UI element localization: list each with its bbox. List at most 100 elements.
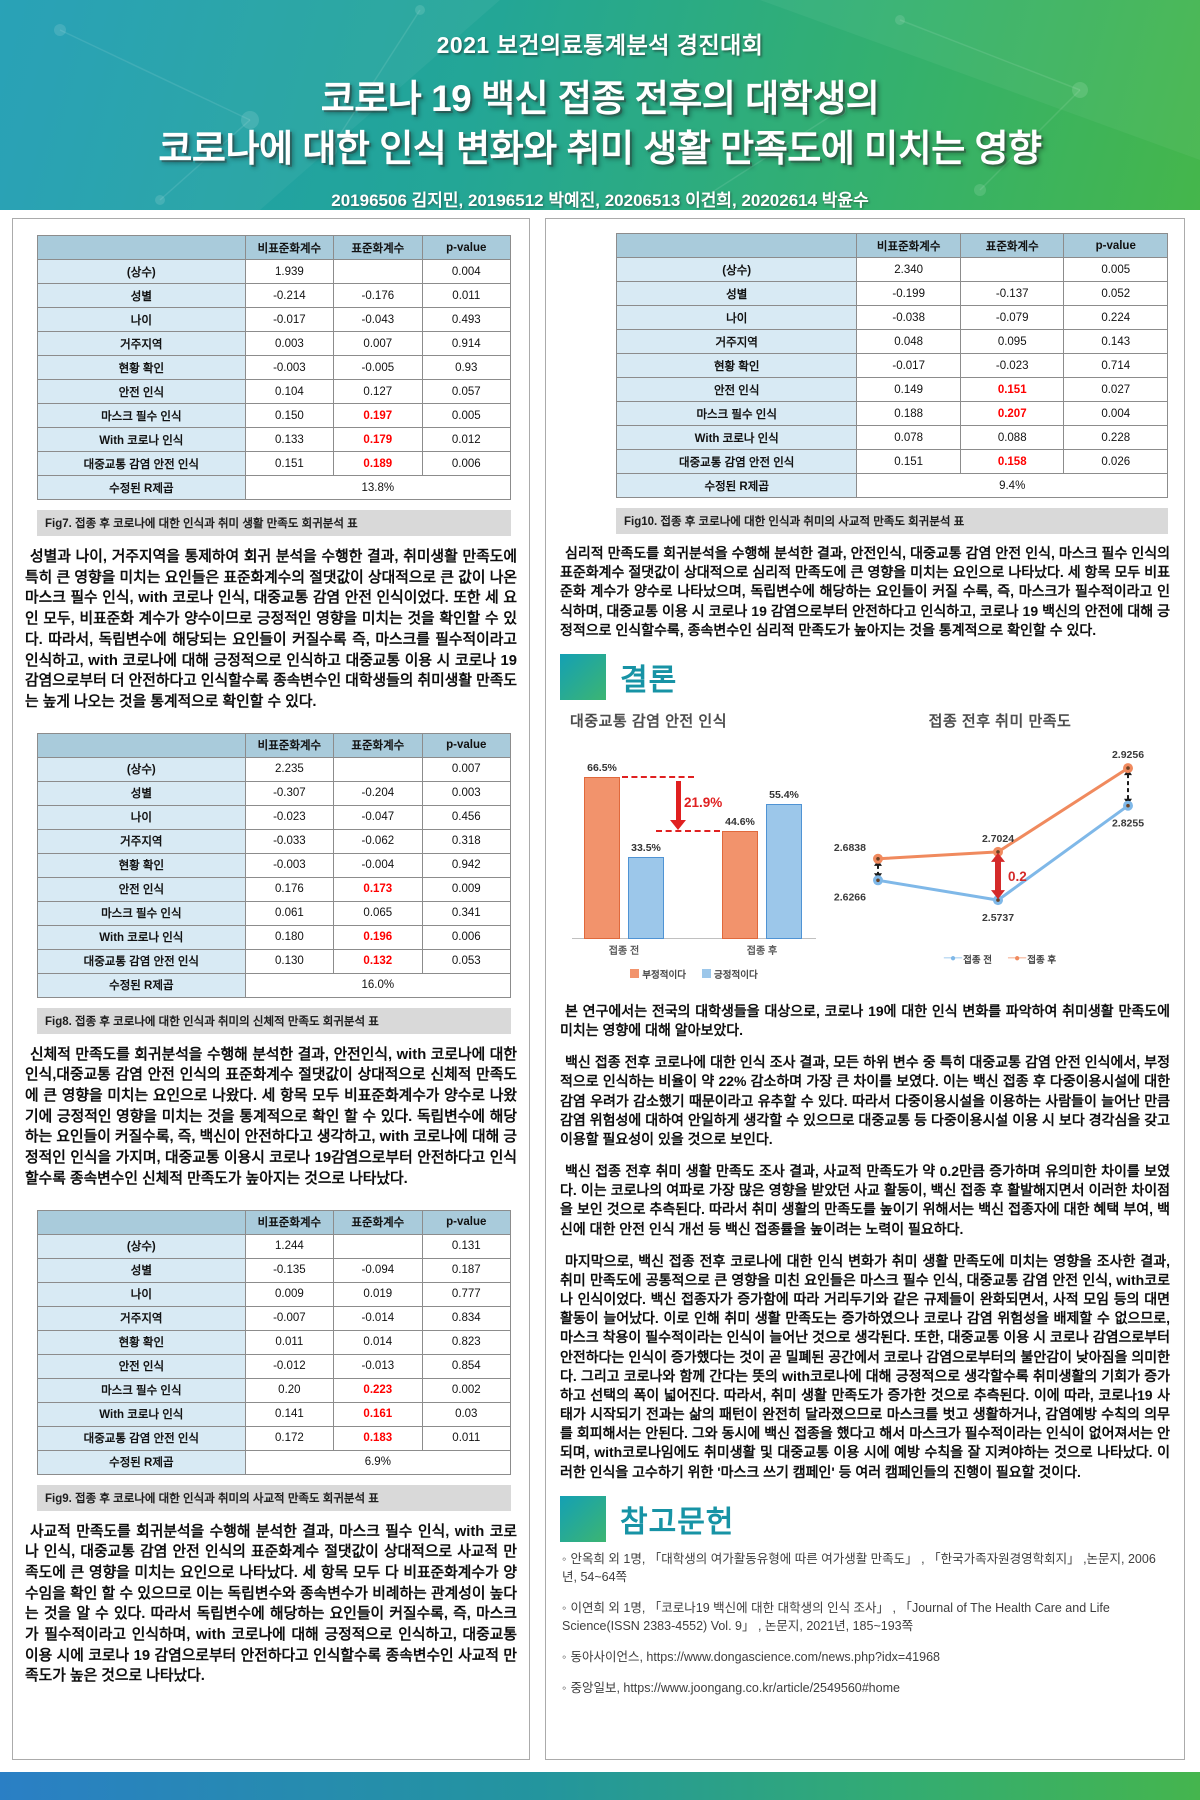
row-label: 성별	[37, 1257, 246, 1283]
bar-chart-title: 대중교통 감염 안전 인식	[570, 712, 728, 730]
std-coef-cell: -0.137	[959, 281, 1065, 306]
std-coef-cell: 0.223	[333, 1377, 423, 1403]
table-row: 마스크 필수 인식 0.150 0.197 0.005	[37, 403, 512, 428]
p-value-cell: 0.009	[421, 876, 512, 902]
table-row: With 코로나 인식 0.141 0.161 0.03	[37, 1401, 512, 1427]
dashed-guide-top	[622, 776, 694, 779]
table-row: 나이 -0.038 -0.079 0.224	[615, 305, 1168, 330]
regression-table: 비표준화계수 표준화계수 p-value (상수) 2.235 0.007 성별 -0.307…	[37, 732, 512, 998]
r-squared-label: 수정된 R제곱	[37, 972, 246, 998]
p-value-cell: 0.834	[421, 1305, 512, 1331]
row-label: 현황 확인	[37, 355, 246, 380]
column-header: p-value	[421, 732, 512, 758]
corner-cell	[37, 235, 246, 260]
section-bullet-icon	[560, 1495, 606, 1542]
p-value-cell: 0.228	[1063, 425, 1168, 450]
fig9-caption: Fig9. 접종 후 코로나에 대한 인식과 취미의 사교적 만족도 회귀분석 …	[37, 1484, 511, 1511]
table-row: With 코로나 인식 0.133 0.179 0.012	[37, 427, 512, 452]
bar-긍정적이다-접종 전	[628, 857, 664, 939]
table-row: 안전 인식 0.104 0.127 0.057	[37, 379, 512, 404]
p-value-cell: 0.341	[421, 900, 512, 926]
row-label: 안전 인식	[615, 377, 858, 402]
table-row: 대중교통 감염 안전 인식 0.151 0.158 0.026	[615, 449, 1168, 474]
fig10-table-wrap: 비표준화계수 표준화계수 p-value (상수) 2.340 0.005 성별 -0.199…	[615, 233, 1168, 498]
p-value-cell: 0.777	[421, 1281, 512, 1307]
table-row: 성별 -0.199 -0.137 0.052	[615, 281, 1168, 306]
legend-label: 접종 후	[1027, 954, 1057, 966]
std-coef-cell: 0.007	[333, 331, 423, 356]
legend-label: 접종 전	[963, 954, 992, 966]
std-coef-cell: -0.062	[333, 828, 423, 854]
bar-chart-plot: 66.5% 33.5% 접종 전 44.6% 55.4% 접종 후 21.9%	[572, 733, 822, 965]
table-row: (상수) 2.340 0.005	[615, 257, 1168, 282]
std-coef-cell: 0.183	[333, 1425, 423, 1451]
unstd-coef-cell: -0.199	[856, 281, 961, 306]
unstd-coef-cell: -0.017	[244, 307, 335, 332]
bar-value-label: 66.5%	[587, 762, 617, 775]
unstd-coef-cell: -0.214	[244, 283, 335, 308]
conclusion-paragraph: 백신 접종 전후 코로나에 대한 인식 조사 결과, 모든 하위 변수 중 특히…	[560, 1054, 1170, 1147]
unstd-coef-cell: -0.023	[244, 804, 335, 830]
dashed-guide-bottom	[656, 829, 720, 832]
column-header: 표준화계수	[333, 235, 423, 260]
conclusion-heading: 결론	[620, 663, 678, 697]
bullet-icon: ◦	[562, 1551, 567, 1566]
unstd-coef-cell: -0.038	[856, 305, 961, 330]
std-coef-cell: 0.132	[333, 948, 423, 974]
p-value-cell: 0.131	[421, 1233, 512, 1259]
point-label: 2.7024	[982, 833, 1014, 845]
p-value-cell: 0.004	[1063, 401, 1168, 426]
conclusion-paragraph: 백신 접종 전후 취미 생활 만족도 조사 결과, 사교적 만족도가 약 0.2…	[560, 1163, 1170, 1237]
left-column: 비표준화계수 표준화계수 p-value (상수) 1.939 0.004 성별 -0.214…	[12, 218, 530, 1760]
std-coef-cell: 0.161	[333, 1401, 423, 1427]
decrease-annotation: 21.9%	[684, 794, 723, 810]
p-value-cell: 0.187	[421, 1257, 512, 1283]
bar-chart-baseline	[572, 937, 816, 939]
unstd-coef-cell: 0.180	[244, 924, 335, 950]
row-label: 안전 인식	[37, 876, 246, 902]
corner-cell	[37, 1209, 246, 1235]
table-row: 성별 -0.214 -0.176 0.011	[37, 283, 512, 308]
bar-x-label: 접종 후	[746, 945, 778, 957]
row-label: 안전 인식	[37, 379, 246, 404]
point-label: 2.5737	[982, 912, 1014, 924]
p-value-cell: 0.942	[421, 852, 512, 878]
authors: 20196506 김지민, 20196512 박예진, 20206513 이건희…	[331, 190, 869, 210]
conclusion-paragraph: 본 연구에서는 전국의 대학생들을 대상으로, 코로나 19에 대한 인식 변화…	[560, 1002, 1170, 1039]
row-label: 안전 인식	[37, 1353, 246, 1379]
unstd-coef-cell: 1.244	[244, 1233, 335, 1259]
reference-item: ◦ 중앙일보, https://www.joongang.co.kr/articl…	[562, 1679, 1168, 1697]
p-value-cell: 0.914	[421, 331, 512, 356]
row-label: 성별	[615, 281, 858, 306]
r-squared-row: 수정된 R제곱 6.9%	[37, 1449, 512, 1475]
p-value-cell: 0.004	[421, 259, 512, 284]
table-row: 안전 인식 -0.012 -0.013 0.854	[37, 1353, 512, 1379]
std-coef-cell: 0.014	[333, 1329, 423, 1355]
std-coef-cell: 0.179	[333, 427, 423, 452]
series-line-접종 후	[876, 766, 1130, 861]
p-value-cell: 0.143	[1063, 329, 1168, 354]
fig8-table-wrap: 비표준화계수 표준화계수 p-value (상수) 2.235 0.007 성별 -0.307…	[37, 732, 512, 998]
row-label: 마스크 필수 인식	[37, 403, 246, 428]
reference-item: ◦ 이연희 외 1명, 「코로나19 백신에 대한 대학생의 인식 조사」 , 「…	[562, 1599, 1168, 1635]
unstd-coef-cell: 0.009	[244, 1281, 335, 1307]
reference-item: ◦ 안옥희 외 1명, 「대학생의 여가활동유형에 따른 여가생활 만족도」 , …	[562, 1550, 1168, 1586]
table-row: 나이 0.009 0.019 0.777	[37, 1281, 512, 1307]
references-heading: 참고문헌	[620, 1505, 735, 1539]
p-value-cell: 0.027	[1063, 377, 1168, 402]
fig10-caption: Fig10. 접종 후 코로나에 대한 인식과 취미의 사교적 만족도 회귀분석…	[616, 508, 1168, 534]
p-value-cell: 0.493	[421, 307, 512, 332]
std-coef-cell	[333, 756, 423, 782]
p-value-cell: 0.003	[421, 780, 512, 806]
column-header: 표준화계수	[959, 233, 1065, 258]
r-squared-row: 수정된 R제곱 13.8%	[37, 475, 512, 500]
row-label: 대중교통 감염 안전 인식	[37, 1425, 246, 1451]
r-squared-value: 6.9%	[244, 1449, 512, 1475]
section-bullet-icon	[560, 653, 606, 700]
unstd-coef-cell: 0.20	[244, 1377, 335, 1403]
std-coef-cell: 0.197	[333, 403, 423, 428]
fig8-block: 비표준화계수 표준화계수 p-value (상수) 2.235 0.007 성별 -0.307…	[23, 732, 519, 1190]
right-column: 비표준화계수 표준화계수 p-value (상수) 2.340 0.005 성별 -0.199…	[545, 218, 1185, 1760]
table-row: 안전 인식 0.149 0.151 0.027	[615, 377, 1168, 402]
std-coef-cell: -0.043	[333, 307, 423, 332]
